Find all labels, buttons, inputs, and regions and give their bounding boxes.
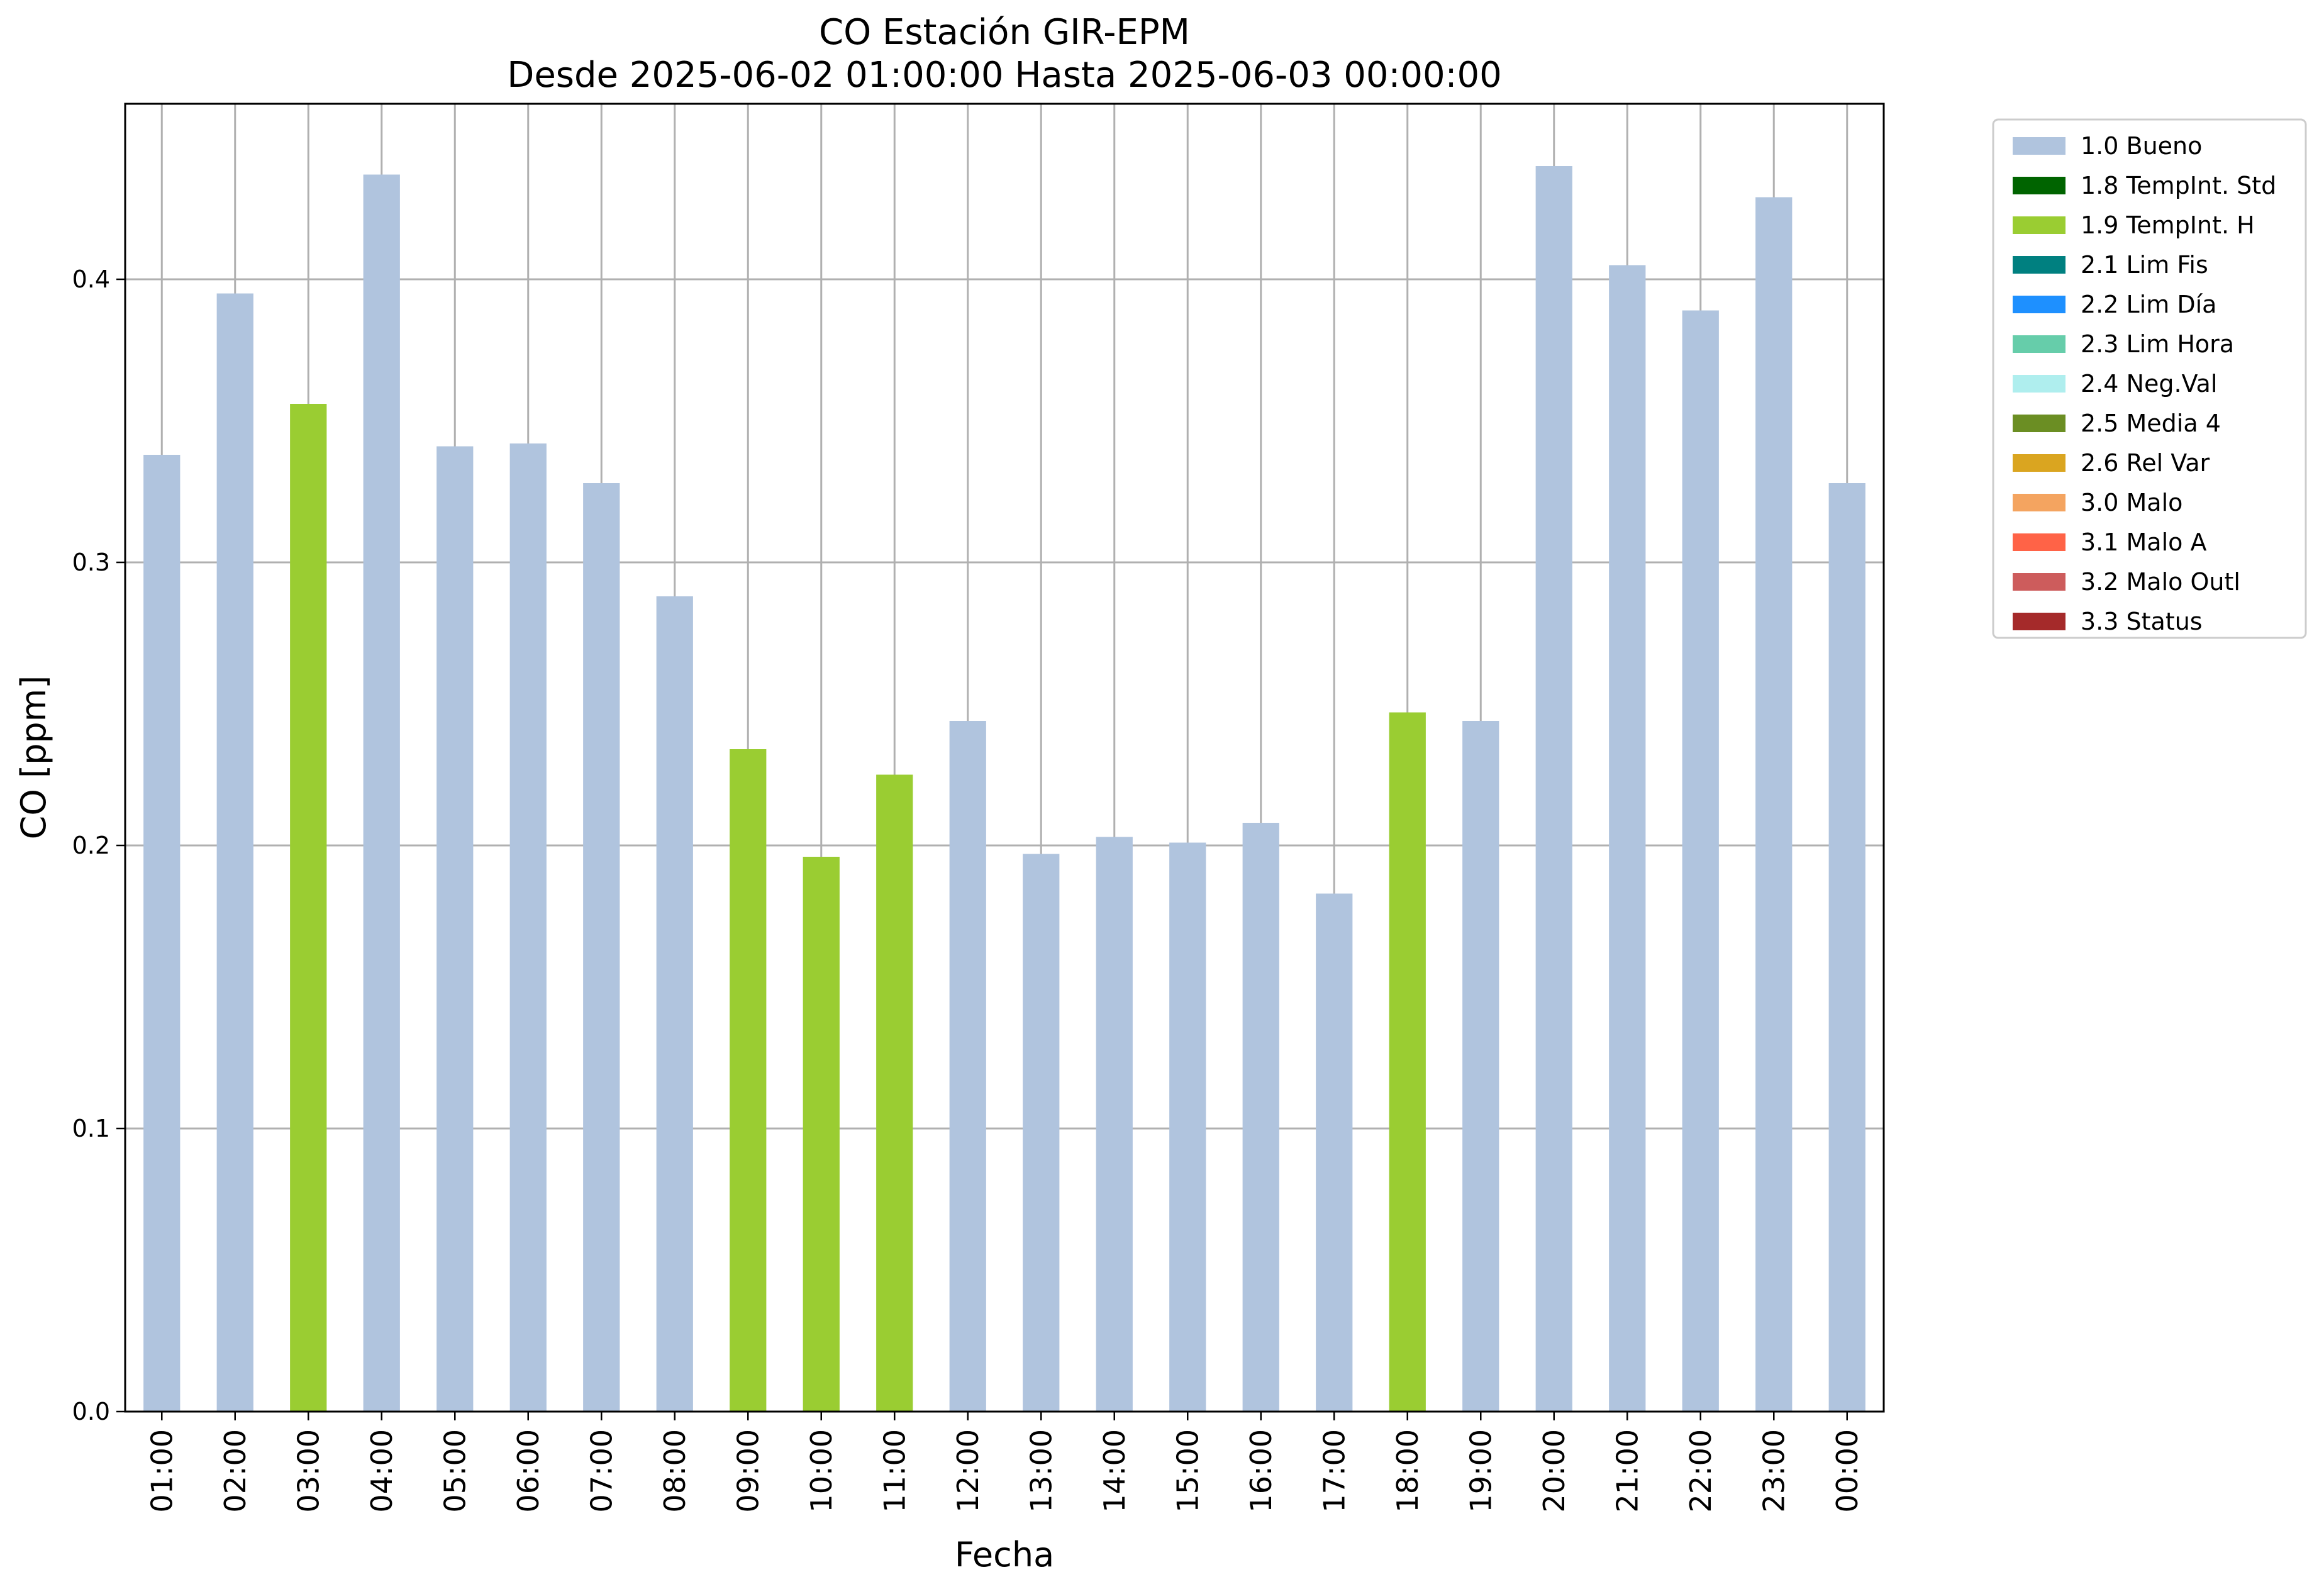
bar (509, 443, 547, 1412)
legend-swatch (2013, 573, 2065, 591)
legend-entry: 3.1 Malo A (2081, 528, 2206, 556)
x-tick-label: 23:00 (1757, 1429, 1791, 1513)
x-tick-label: 07:00 (584, 1429, 618, 1513)
bar (1755, 197, 1793, 1412)
bar (656, 596, 693, 1412)
legend-entry: 2.3 Lim Hora (2081, 330, 2234, 358)
y-axis-ticks: 0.0 0.1 0.2 0.3 0.4 (72, 265, 125, 1425)
legend-swatch (2013, 216, 2065, 234)
chart-subtitle: Desde 2025-06-02 01:00:00 Hasta 2025-06-… (507, 55, 1502, 96)
y-tick-label: 0.1 (72, 1115, 110, 1142)
x-tick-label: 04:00 (365, 1429, 399, 1513)
x-axis-label: Fecha (955, 1535, 1054, 1574)
x-tick-label: 08:00 (658, 1429, 692, 1513)
legend-entry: 1.8 TempInt. Std (2081, 172, 2276, 199)
x-tick-label: 12:00 (951, 1429, 985, 1513)
legend-entry: 2.6 Rel Var (2081, 449, 2210, 477)
legend-box (1992, 118, 2307, 639)
bar (1242, 823, 1279, 1412)
legend-swatch (2013, 177, 2065, 194)
x-tick-label: 20:00 (1537, 1429, 1571, 1513)
bar (436, 446, 474, 1412)
x-tick-label: 06:00 (511, 1429, 545, 1513)
x-axis-ticks: 01:00 02:00 03:00 04:00 05:00 06:00 07:00 08:00… (145, 1412, 1864, 1513)
bar (1828, 483, 1865, 1412)
x-tick-label: 00:00 (1830, 1429, 1864, 1513)
y-tick-label: 0.0 (72, 1398, 110, 1425)
x-tick-label: 11:00 (877, 1429, 911, 1513)
legend-swatch (2013, 454, 2065, 472)
plot-frame (124, 103, 1885, 1413)
x-tick-label: 02:00 (218, 1429, 252, 1513)
x-tick-label: 17:00 (1317, 1429, 1351, 1513)
bar (949, 721, 986, 1412)
legend-entry: 3.0 Malo (2081, 489, 2182, 516)
legend-entry: 2.2 Lim Día (2081, 291, 2216, 318)
bar (216, 293, 253, 1412)
bar (143, 455, 181, 1412)
legend-swatch (2013, 415, 2065, 432)
x-tick-label: 01:00 (145, 1429, 179, 1513)
x-tick-label: 18:00 (1391, 1429, 1425, 1513)
legend-swatch (2013, 137, 2065, 155)
bar (1169, 842, 1206, 1412)
y-tick-label: 0.2 (72, 832, 110, 859)
bar (1682, 310, 1719, 1412)
x-tick-label: 22:00 (1684, 1429, 1718, 1513)
x-tick-label: 15:00 (1170, 1429, 1204, 1513)
x-tick-label: 10:00 (804, 1429, 838, 1513)
bar (363, 174, 400, 1412)
bar (1462, 721, 1499, 1412)
legend-swatch (2013, 533, 2065, 551)
x-tick-label: 13:00 (1024, 1429, 1058, 1513)
y-tick-label: 0.4 (72, 265, 110, 293)
legend-entry: 2.1 Lim Fis (2081, 251, 2208, 279)
legend-swatch (2013, 613, 2065, 630)
legend-entry: 3.3 Status (2081, 608, 2203, 635)
legend-entry: 1.9 TempInt. H (2081, 211, 2255, 239)
legend-swatch (2013, 375, 2065, 393)
legend-swatch (2013, 494, 2065, 511)
x-tick-label: 21:00 (1610, 1429, 1644, 1513)
bar (1316, 893, 1353, 1412)
x-tick-label: 09:00 (731, 1429, 765, 1513)
bar (803, 857, 840, 1412)
x-tick-label: 03:00 (291, 1429, 325, 1513)
bar (583, 483, 620, 1412)
legend-entry: 2.4 Neg.Val (2081, 370, 2217, 398)
bars (143, 166, 1865, 1412)
x-tick-label: 14:00 (1098, 1429, 1131, 1513)
legend-swatch (2013, 296, 2065, 313)
y-axis-label: CO [ppm] (14, 676, 53, 840)
bar (1535, 166, 1572, 1412)
legend-entry: 3.2 Malo Outl (2081, 568, 2240, 596)
x-tick-label: 05:00 (438, 1429, 472, 1513)
bar (1023, 854, 1060, 1412)
x-tick-label: 19:00 (1464, 1429, 1498, 1513)
legend-entry: 2.5 Media 4 (2081, 410, 2221, 437)
bar (1096, 837, 1133, 1412)
bar (730, 749, 767, 1412)
bar (290, 404, 327, 1412)
bar (1609, 265, 1646, 1412)
y-tick-label: 0.3 (72, 549, 110, 576)
legend-swatch (2013, 256, 2065, 274)
legend: 1.0 Bueno 1.8 TempInt. Std 1.9 TempInt. H 2… (1992, 118, 2307, 639)
legend-entry: 1.0 Bueno (2081, 132, 2202, 160)
bar (876, 774, 913, 1412)
chart-title: CO Estación GIR-EPM (819, 12, 1190, 53)
legend-swatch (2013, 335, 2065, 353)
bar (1389, 712, 1426, 1412)
x-tick-label: 16:00 (1244, 1429, 1278, 1513)
